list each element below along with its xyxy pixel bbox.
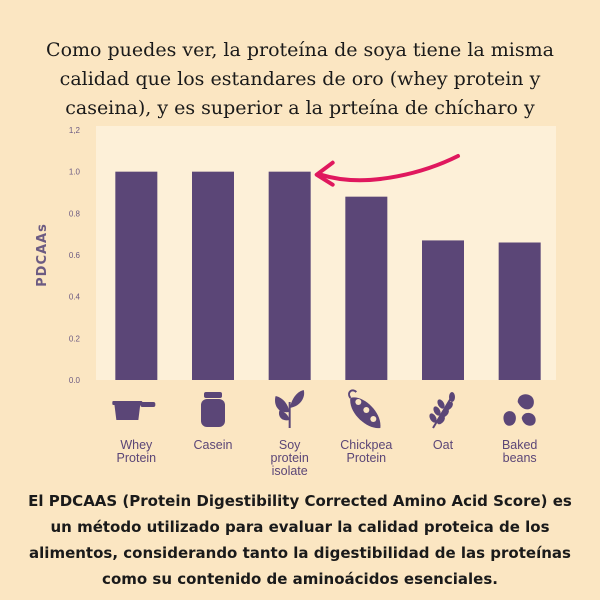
x-tick-label: Chickpea [340,438,392,452]
bar [345,196,388,380]
x-tick-label: isolate [272,464,308,478]
x-tick-label: Baked [502,438,537,452]
y-tick-label: 0.0 [69,376,81,385]
x-tick-label: Protein [117,451,157,465]
annotation-arrow-head [314,160,335,187]
x-tick-label: Protein [347,451,387,465]
y-tick-label: 0.6 [69,251,81,260]
y-tick-label: 1,2 [69,126,81,135]
annotation-arrow-line [318,154,460,183]
bar [192,171,234,380]
jar-icon [201,392,225,427]
y-axis-label: PDCAAs [35,223,50,287]
bar [422,240,464,380]
y-tick-label: 0.8 [69,209,81,218]
beans-icon [503,394,536,426]
plot-area [96,126,556,380]
bar [268,171,311,380]
oat-icon [429,392,455,429]
x-tick-label: Soy [279,438,301,452]
x-tick-label: Oat [433,438,454,452]
y-tick-label: 1.0 [69,168,81,177]
pdcaas-caption: El PDCAAS (Protein Digestibility Correct… [28,492,572,588]
soy-plant-icon [275,390,305,428]
x-tick-label: beans [503,451,537,465]
bar [498,242,541,380]
x-tick-label: Whey [120,438,153,452]
protein-scoop-icon [112,401,156,420]
y-tick-label: 0.4 [69,293,81,302]
x-tick-label: protein [271,451,309,465]
bar [115,171,158,380]
y-tick-label: 0.2 [69,334,81,343]
pea-pod-icon [348,389,381,429]
x-tick-label: Casein [194,438,233,452]
